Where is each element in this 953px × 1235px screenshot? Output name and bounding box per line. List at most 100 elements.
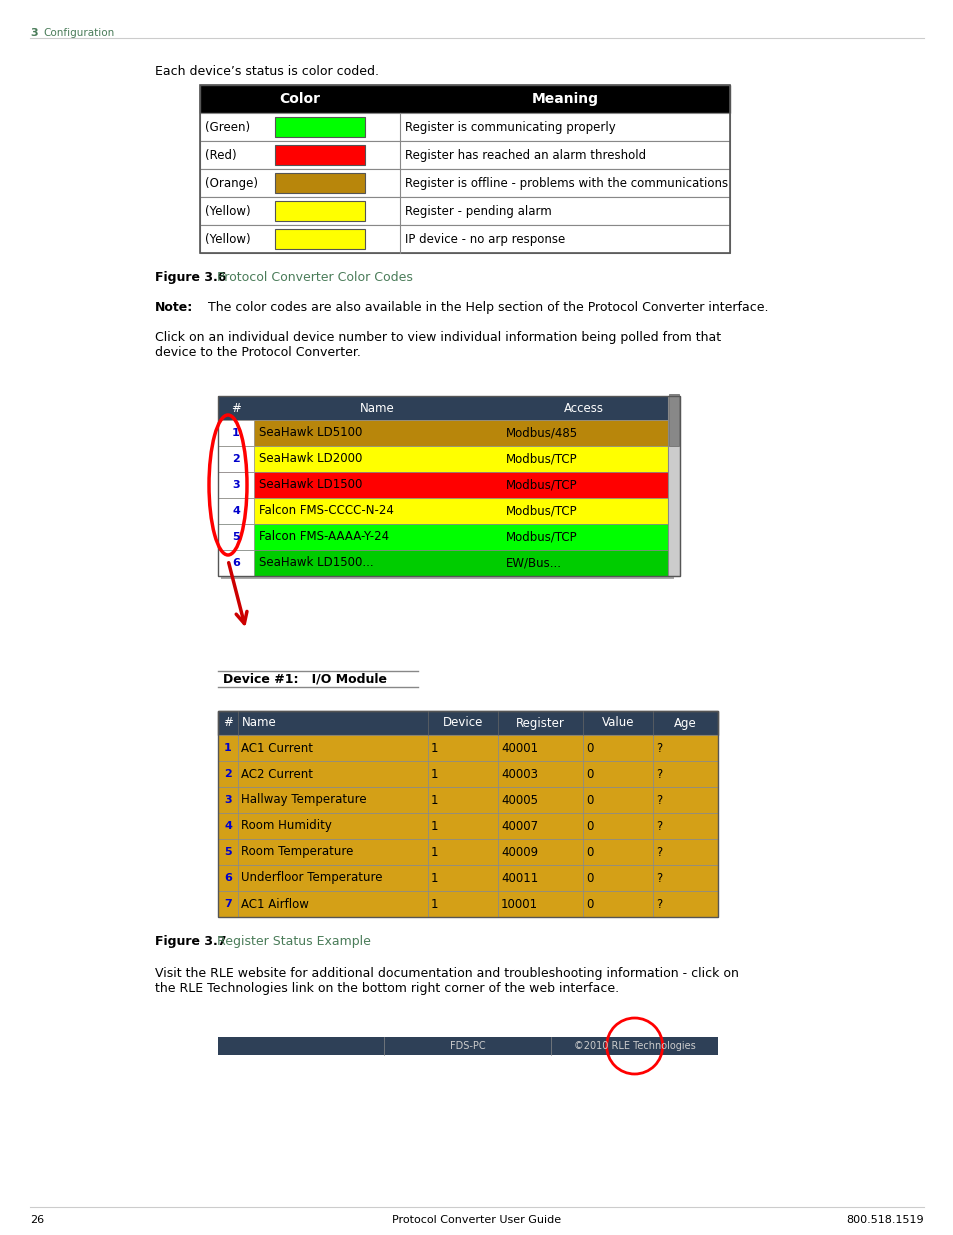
Bar bbox=[200, 85, 729, 253]
Text: #: # bbox=[223, 716, 233, 730]
Text: Falcon FMS-AAAA-Y-24: Falcon FMS-AAAA-Y-24 bbox=[258, 531, 389, 543]
Bar bbox=[667, 396, 679, 576]
Text: 2: 2 bbox=[224, 769, 232, 779]
Text: ©2010 RLE Technologies: ©2010 RLE Technologies bbox=[573, 1041, 695, 1051]
Bar bbox=[218, 890, 237, 918]
Bar bbox=[200, 85, 729, 112]
Bar bbox=[497, 761, 582, 787]
Text: Note:: Note: bbox=[154, 301, 193, 314]
Text: 1: 1 bbox=[431, 846, 438, 858]
Text: 10001: 10001 bbox=[500, 898, 537, 910]
Bar bbox=[652, 813, 718, 839]
Bar bbox=[218, 498, 253, 524]
Bar bbox=[218, 711, 718, 918]
Text: 40007: 40007 bbox=[500, 820, 537, 832]
Text: 0: 0 bbox=[585, 898, 593, 910]
Bar bbox=[218, 524, 667, 550]
Bar bbox=[582, 787, 652, 813]
Text: 40001: 40001 bbox=[500, 741, 537, 755]
Text: (Yellow): (Yellow) bbox=[205, 205, 251, 217]
Bar bbox=[218, 524, 253, 550]
Text: 1: 1 bbox=[431, 767, 438, 781]
Text: Register: Register bbox=[516, 716, 564, 730]
Bar bbox=[237, 813, 428, 839]
Text: Register - pending alarm: Register - pending alarm bbox=[405, 205, 551, 217]
Text: Click on an individual device number to view individual information being polled: Click on an individual device number to … bbox=[154, 331, 720, 359]
Text: (Yellow): (Yellow) bbox=[205, 232, 251, 246]
Bar bbox=[652, 839, 718, 864]
Text: 0: 0 bbox=[585, 741, 593, 755]
Text: 1: 1 bbox=[431, 741, 438, 755]
Text: Register is communicating properly: Register is communicating properly bbox=[405, 121, 615, 133]
Bar bbox=[428, 761, 497, 787]
Text: Figure 3.7: Figure 3.7 bbox=[154, 935, 226, 948]
Bar bbox=[200, 198, 729, 225]
Text: SeaHawk LD1500: SeaHawk LD1500 bbox=[258, 478, 362, 492]
Text: 0: 0 bbox=[585, 872, 593, 884]
Text: #: # bbox=[231, 401, 241, 415]
Text: Value: Value bbox=[601, 716, 634, 730]
Text: Falcon FMS-CCCC-N-24: Falcon FMS-CCCC-N-24 bbox=[258, 505, 394, 517]
Bar bbox=[218, 839, 237, 864]
Bar bbox=[218, 711, 718, 735]
Text: 1: 1 bbox=[224, 743, 232, 753]
Bar bbox=[652, 735, 718, 761]
Bar bbox=[200, 225, 729, 253]
Bar bbox=[218, 1037, 718, 1055]
Bar bbox=[428, 735, 497, 761]
Text: 2: 2 bbox=[232, 454, 239, 464]
Text: 6: 6 bbox=[224, 873, 232, 883]
Text: Access: Access bbox=[563, 401, 603, 415]
Text: Modbus/TCP: Modbus/TCP bbox=[505, 478, 577, 492]
Text: Modbus/TCP: Modbus/TCP bbox=[505, 531, 577, 543]
Bar bbox=[218, 735, 237, 761]
Text: 40011: 40011 bbox=[500, 872, 537, 884]
Text: ?: ? bbox=[656, 872, 661, 884]
Text: (Orange): (Orange) bbox=[205, 177, 257, 189]
Bar bbox=[497, 890, 582, 918]
Text: SeaHawk LD5100: SeaHawk LD5100 bbox=[258, 426, 362, 440]
Bar bbox=[218, 472, 667, 498]
Bar bbox=[237, 735, 428, 761]
Bar bbox=[218, 396, 679, 576]
Bar bbox=[497, 813, 582, 839]
Text: Device: Device bbox=[442, 716, 482, 730]
Text: Modbus/TCP: Modbus/TCP bbox=[505, 452, 577, 466]
Bar bbox=[582, 864, 652, 890]
Bar bbox=[237, 761, 428, 787]
Text: 7: 7 bbox=[224, 899, 232, 909]
Bar bbox=[582, 839, 652, 864]
Bar bbox=[652, 787, 718, 813]
Bar bbox=[200, 141, 729, 169]
Text: Modbus/TCP: Modbus/TCP bbox=[505, 505, 577, 517]
Text: 26: 26 bbox=[30, 1215, 44, 1225]
Text: ?: ? bbox=[656, 820, 661, 832]
Bar bbox=[274, 201, 365, 221]
Text: Register has reached an alarm threshold: Register has reached an alarm threshold bbox=[405, 148, 645, 162]
Text: AC2 Current: AC2 Current bbox=[241, 767, 313, 781]
Bar bbox=[582, 735, 652, 761]
Text: AC1 Current: AC1 Current bbox=[241, 741, 313, 755]
Text: 5: 5 bbox=[224, 847, 232, 857]
Bar bbox=[218, 472, 253, 498]
Text: 4: 4 bbox=[224, 821, 232, 831]
Bar bbox=[582, 890, 652, 918]
Bar bbox=[237, 890, 428, 918]
Text: Register Status Example: Register Status Example bbox=[216, 935, 371, 948]
Bar bbox=[428, 890, 497, 918]
Text: 800.518.1519: 800.518.1519 bbox=[845, 1215, 923, 1225]
Text: Configuration: Configuration bbox=[43, 28, 114, 38]
Text: 1: 1 bbox=[431, 872, 438, 884]
Text: Color: Color bbox=[279, 91, 320, 106]
Bar bbox=[218, 446, 253, 472]
Bar bbox=[237, 864, 428, 890]
Text: Protocol Converter Color Codes: Protocol Converter Color Codes bbox=[216, 270, 413, 284]
Bar bbox=[218, 761, 237, 787]
Bar bbox=[218, 420, 253, 446]
Bar bbox=[652, 761, 718, 787]
Text: 1: 1 bbox=[431, 820, 438, 832]
Text: 40003: 40003 bbox=[500, 767, 537, 781]
Text: Age: Age bbox=[674, 716, 696, 730]
Text: ?: ? bbox=[656, 741, 661, 755]
Text: Name: Name bbox=[242, 716, 276, 730]
